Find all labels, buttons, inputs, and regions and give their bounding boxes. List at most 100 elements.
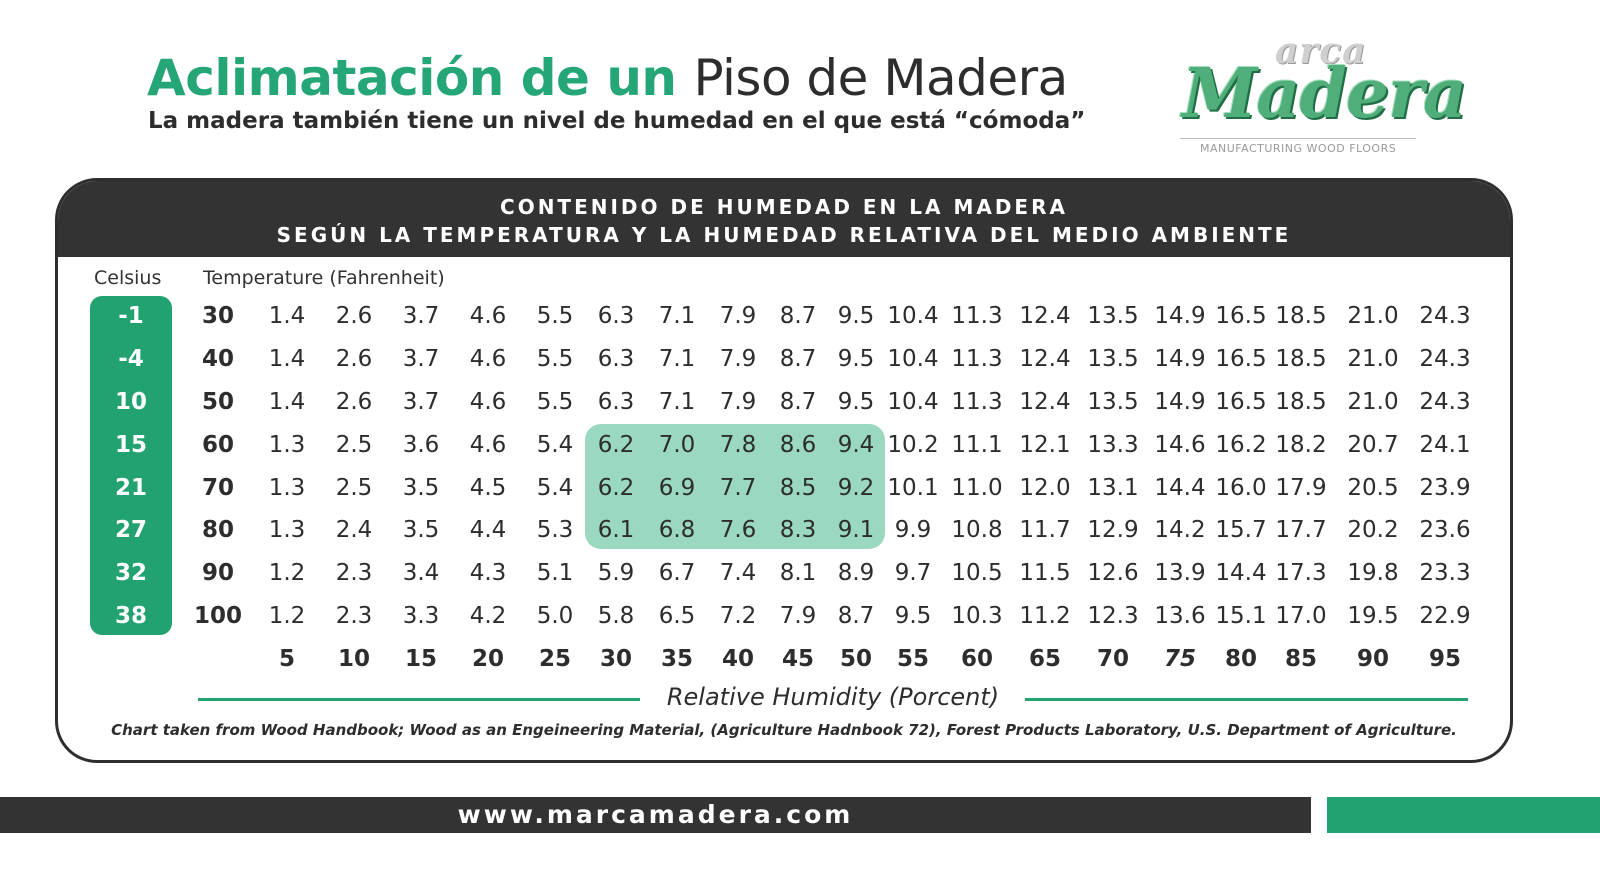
table-cell: 11.3	[951, 303, 1003, 329]
table-cell: 3.6	[402, 432, 440, 458]
table-cell: 3.3	[402, 603, 440, 629]
logo-main-word: Madera	[1182, 54, 1467, 134]
celsius-column-label: Celsius	[94, 267, 162, 289]
rh-line-right	[1025, 698, 1468, 701]
logo-rule	[1180, 138, 1416, 139]
humidity-value: 80	[1224, 646, 1257, 672]
table-cell: 7.1	[658, 389, 696, 415]
table-cell: 17.9	[1275, 475, 1327, 501]
fahrenheit-value: 60	[201, 432, 234, 458]
table-cell: 18.5	[1275, 303, 1327, 329]
table-cell: 8.9	[837, 560, 875, 586]
table-cell: 4.6	[469, 303, 507, 329]
table-cell: 7.2	[719, 603, 757, 629]
table-cell: 15.7	[1215, 517, 1267, 543]
humidity-value: 25	[538, 646, 571, 672]
table-cell: 7.4	[719, 560, 757, 586]
celsius-value: 32	[114, 560, 147, 586]
table-cell: 7.9	[719, 389, 757, 415]
table-cell: 12.4	[1019, 303, 1071, 329]
fahrenheit-value: 100	[193, 603, 242, 629]
table-cell: 6.3	[597, 389, 635, 415]
table-cell: 9.5	[837, 303, 875, 329]
table-cell: 19.5	[1347, 603, 1399, 629]
table-cell: 16.2	[1215, 432, 1267, 458]
humidity-value: 75	[1163, 646, 1196, 672]
table-cell: 21.0	[1347, 303, 1399, 329]
table-cell: 16.5	[1215, 346, 1267, 372]
table-cell: 11.7	[1019, 517, 1071, 543]
table-cell: 12.4	[1019, 389, 1071, 415]
table-cell: 3.7	[402, 346, 440, 372]
table-cell: 14.2	[1154, 517, 1206, 543]
table-cell: 17.0	[1275, 603, 1327, 629]
comfort-zone-highlight	[585, 424, 885, 549]
table-cell: 11.3	[951, 346, 1003, 372]
table-cell: 8.7	[779, 389, 817, 415]
humidity-value: 10	[337, 646, 370, 672]
table-cell: 5.4	[536, 432, 574, 458]
table-cell: 24.3	[1419, 346, 1471, 372]
table-cell: 9.7	[894, 560, 932, 586]
table-cell: 13.5	[1087, 303, 1139, 329]
table-cell: 9.4	[837, 432, 875, 458]
table-cell: 6.9	[658, 475, 696, 501]
footer-accent-bar	[1327, 797, 1600, 833]
table-cell: 16.5	[1215, 389, 1267, 415]
table-cell: 10.2	[887, 432, 939, 458]
table-cell: 2.5	[335, 475, 373, 501]
humidity-value: 30	[599, 646, 632, 672]
table-cell: 10.3	[951, 603, 1003, 629]
humidity-value: 35	[660, 646, 693, 672]
table-cell: 6.2	[597, 432, 635, 458]
table-cell: 9.5	[837, 346, 875, 372]
table-cell: 17.3	[1275, 560, 1327, 586]
table-cell: 9.5	[837, 389, 875, 415]
table-cell: 14.9	[1154, 346, 1206, 372]
table-cell: 16.5	[1215, 303, 1267, 329]
table-cell: 10.4	[887, 303, 939, 329]
humidity-value: 20	[471, 646, 504, 672]
table-cell: 23.9	[1419, 475, 1471, 501]
celsius-value: 27	[114, 517, 147, 543]
table-cell: 3.7	[402, 303, 440, 329]
table-cell: 21.0	[1347, 346, 1399, 372]
table-cell: 19.8	[1347, 560, 1399, 586]
table-cell: 5.8	[597, 603, 635, 629]
table-cell: 4.6	[469, 389, 507, 415]
table-cell: 24.3	[1419, 303, 1471, 329]
table-cell: 20.5	[1347, 475, 1399, 501]
table-cell: 9.9	[894, 517, 932, 543]
humidity-value: 55	[896, 646, 929, 672]
fahrenheit-value: 70	[201, 475, 234, 501]
table-cell: 12.3	[1087, 603, 1139, 629]
table-cell: 2.6	[335, 346, 373, 372]
table-cell: 5.0	[536, 603, 574, 629]
table-cell: 11.2	[1019, 603, 1071, 629]
table-cell: 20.2	[1347, 517, 1399, 543]
celsius-value: -4	[118, 346, 144, 372]
fahrenheit-column-label: Temperature (Fahrenheit)	[203, 267, 445, 289]
table-cell: 8.7	[779, 303, 817, 329]
footer-url[interactable]: www.marcamadera.com	[457, 800, 854, 829]
table-cell: 6.3	[597, 303, 635, 329]
table-cell: 2.5	[335, 432, 373, 458]
table-cell: 7.9	[719, 303, 757, 329]
table-cell: 6.1	[597, 517, 635, 543]
humidity-value: 45	[781, 646, 814, 672]
rh-line-left	[198, 698, 640, 701]
table-cell: 18.5	[1275, 389, 1327, 415]
table-cell: 8.1	[779, 560, 817, 586]
table-cell: 2.3	[335, 560, 373, 586]
table-cell: 11.5	[1019, 560, 1071, 586]
title-green-part: Aclimatación de un	[147, 49, 677, 107]
table-cell: 5.1	[536, 560, 574, 586]
table-cell: 1.2	[268, 560, 306, 586]
humidity-value: 5	[278, 646, 295, 672]
humidity-value: 90	[1356, 646, 1389, 672]
table-cell: 10.4	[887, 346, 939, 372]
table-cell: 5.5	[536, 346, 574, 372]
table-cell: 4.2	[469, 603, 507, 629]
table-cell: 2.3	[335, 603, 373, 629]
source-credit: Chart taken from Wood Handbook; Wood as …	[111, 721, 1457, 739]
